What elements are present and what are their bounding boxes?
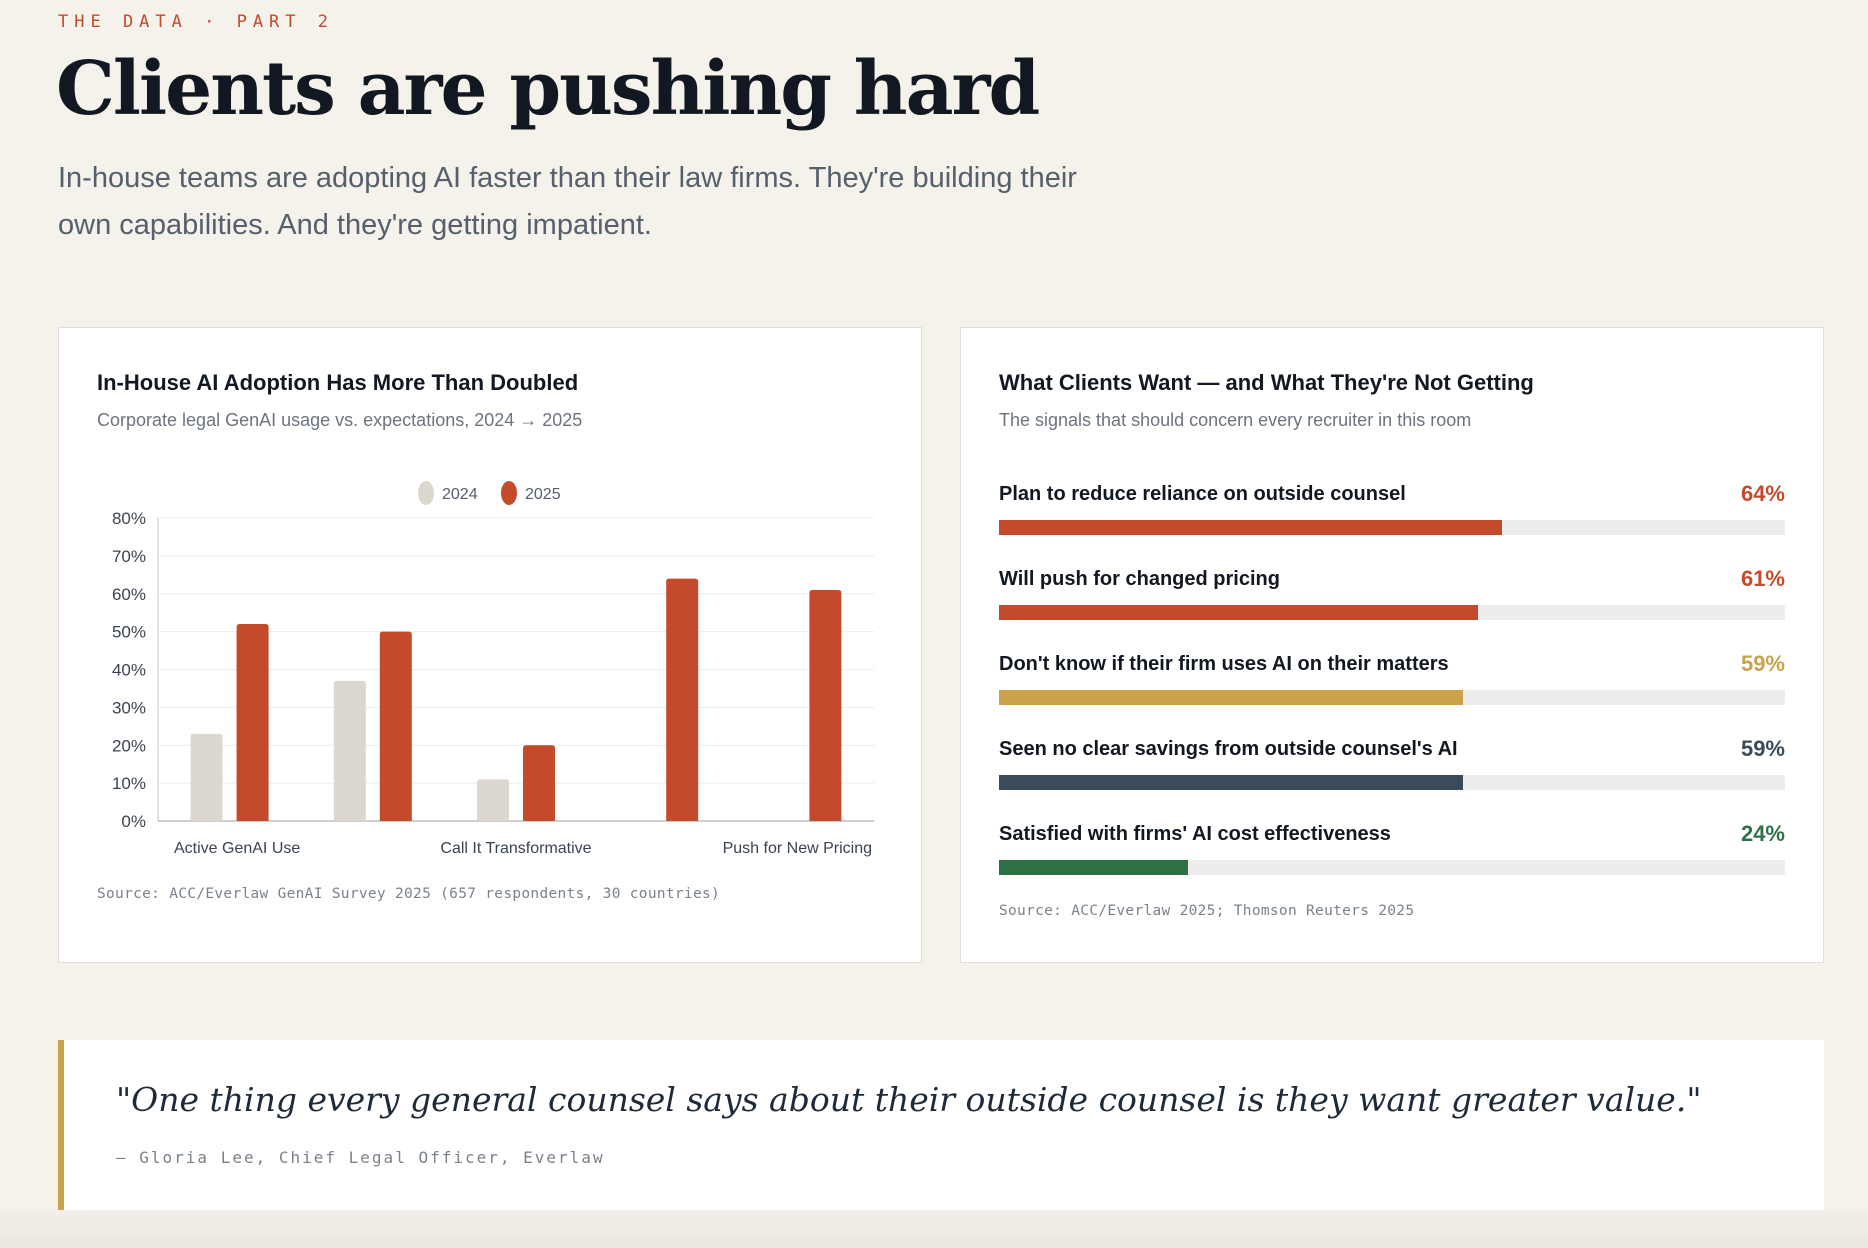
adoption-chart-title: In-House AI Adoption Has More Than Doubl…	[97, 370, 579, 395]
y-tick-label: 10%	[112, 774, 146, 793]
signal-value: 59%	[1740, 736, 1785, 761]
quote-text: "One thing every general counsel says ab…	[116, 1080, 1702, 1119]
signal-value: 24%	[1740, 821, 1785, 846]
client-signals-source: Source: ACC/Everlaw 2025; Thomson Reuter…	[999, 903, 1415, 919]
y-tick-label: 60%	[112, 585, 146, 604]
signal-track	[999, 520, 1785, 535]
legend-label: 2025	[525, 486, 561, 503]
signal-value: 61%	[1740, 566, 1785, 591]
signal-fill	[999, 605, 1479, 620]
signal-track	[999, 605, 1785, 620]
signal-label: Will push for changed pricing	[999, 568, 1280, 590]
client-signals-subtitle: The signals that should concern every re…	[999, 410, 1472, 430]
signal-label: Satisfied with firms' AI cost effectiven…	[999, 823, 1391, 845]
legend-swatch-2025	[501, 481, 517, 505]
x-tick-label: Push for New Pricing	[723, 840, 872, 857]
bar-2025	[236, 624, 269, 821]
signal-value: 64%	[1740, 481, 1785, 506]
bar-2025	[523, 745, 555, 821]
signal-fill	[999, 860, 1188, 875]
x-tick-label: Active GenAI Use	[174, 840, 300, 857]
y-tick-label: 80%	[112, 509, 146, 528]
signal-label: Seen no clear savings from outside couns…	[999, 738, 1458, 760]
bar-2024	[477, 779, 509, 821]
bar-2024	[190, 733, 223, 821]
signal-row: Don't know if their firm uses AI on thei…	[999, 651, 1785, 713]
adoption-bar-chart: 0% 10% 20% 30% 40% 50% 60% 70% 80% Active GenAI U…	[112, 481, 874, 857]
quote-attribution: — Gloria Lee, Chief Legal Officer, Everl…	[116, 1148, 605, 1167]
page-title: Clients are pushing hard	[56, 46, 1040, 132]
signal-track	[999, 860, 1785, 875]
signal-row: Plan to reduce reliance on outside couns…	[999, 481, 1785, 543]
legend-swatch-2024	[418, 481, 434, 505]
y-tick-label: 40%	[112, 661, 146, 680]
bar-2025	[379, 631, 412, 821]
bar-2024	[333, 680, 366, 821]
eyebrow-label: THE DATA · PART 2	[58, 12, 334, 32]
bar-2025	[666, 578, 699, 821]
bar-2025	[809, 589, 842, 821]
signal-track	[999, 690, 1785, 705]
signal-fill	[999, 775, 1463, 790]
signal-label: Plan to reduce reliance on outside couns…	[999, 483, 1406, 505]
signal-value: 59%	[1740, 651, 1785, 676]
signal-row: Seen no clear savings from outside couns…	[999, 736, 1785, 798]
signal-row: Satisfied with firms' AI cost effectiven…	[999, 821, 1785, 883]
signal-fill	[999, 520, 1503, 535]
client-signals-title: What Clients Want — and What They're Not…	[999, 370, 1534, 395]
signal-fill	[999, 690, 1463, 705]
page-lede: In-house teams are adopting AI faster th…	[58, 162, 1077, 241]
adoption-chart-card: In-House AI Adoption Has More Than Doubl…	[58, 327, 922, 963]
client-signals-card: What Clients Want — and What They're Not…	[960, 327, 1824, 963]
signal-row: Will push for changed pricing 61%	[999, 566, 1785, 628]
y-tick-label: 50%	[112, 623, 146, 642]
pull-quote: "One thing every general counsel says ab…	[58, 1040, 1824, 1210]
signal-track	[999, 775, 1785, 790]
adoption-chart-source: Source: ACC/Everlaw GenAI Survey 2025 (6…	[97, 886, 721, 902]
y-tick-label: 0%	[121, 812, 146, 831]
adoption-chart-subtitle: Corporate legal GenAI usage vs. expectat…	[97, 410, 583, 430]
x-tick-label: Call It Transformative	[440, 840, 591, 857]
y-tick-label: 20%	[112, 736, 146, 755]
y-tick-label: 30%	[112, 698, 146, 717]
y-tick-label: 70%	[112, 547, 146, 566]
footer-band	[0, 1210, 1868, 1248]
legend-label: 2024	[442, 486, 478, 503]
signal-label: Don't know if their firm uses AI on thei…	[999, 653, 1449, 675]
